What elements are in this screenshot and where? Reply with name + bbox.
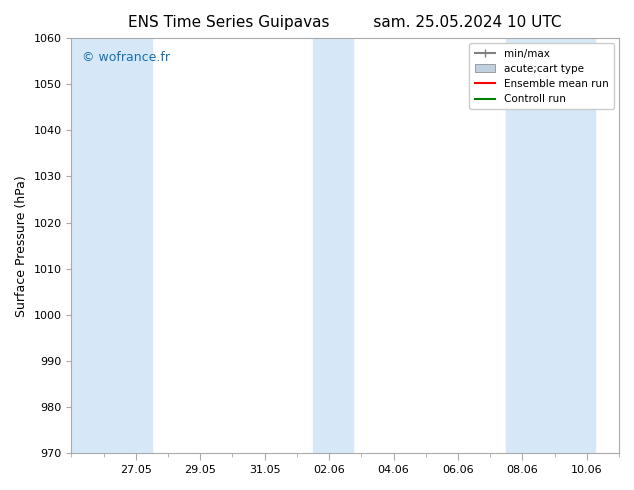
- Y-axis label: Surface Pressure (hPa): Surface Pressure (hPa): [15, 175, 28, 317]
- Bar: [72, 38, 152, 453]
- Bar: [538, 38, 595, 453]
- Title: ENS Time Series Guipavas         sam. 25.05.2024 10 UTC: ENS Time Series Guipavas sam. 25.05.2024…: [129, 15, 562, 30]
- Bar: [329, 38, 353, 453]
- Text: © wofrance.fr: © wofrance.fr: [82, 50, 171, 64]
- Bar: [313, 38, 337, 453]
- Bar: [507, 38, 538, 453]
- Legend: min/max, acute;cart type, Ensemble mean run, Controll run: min/max, acute;cart type, Ensemble mean …: [469, 43, 614, 109]
